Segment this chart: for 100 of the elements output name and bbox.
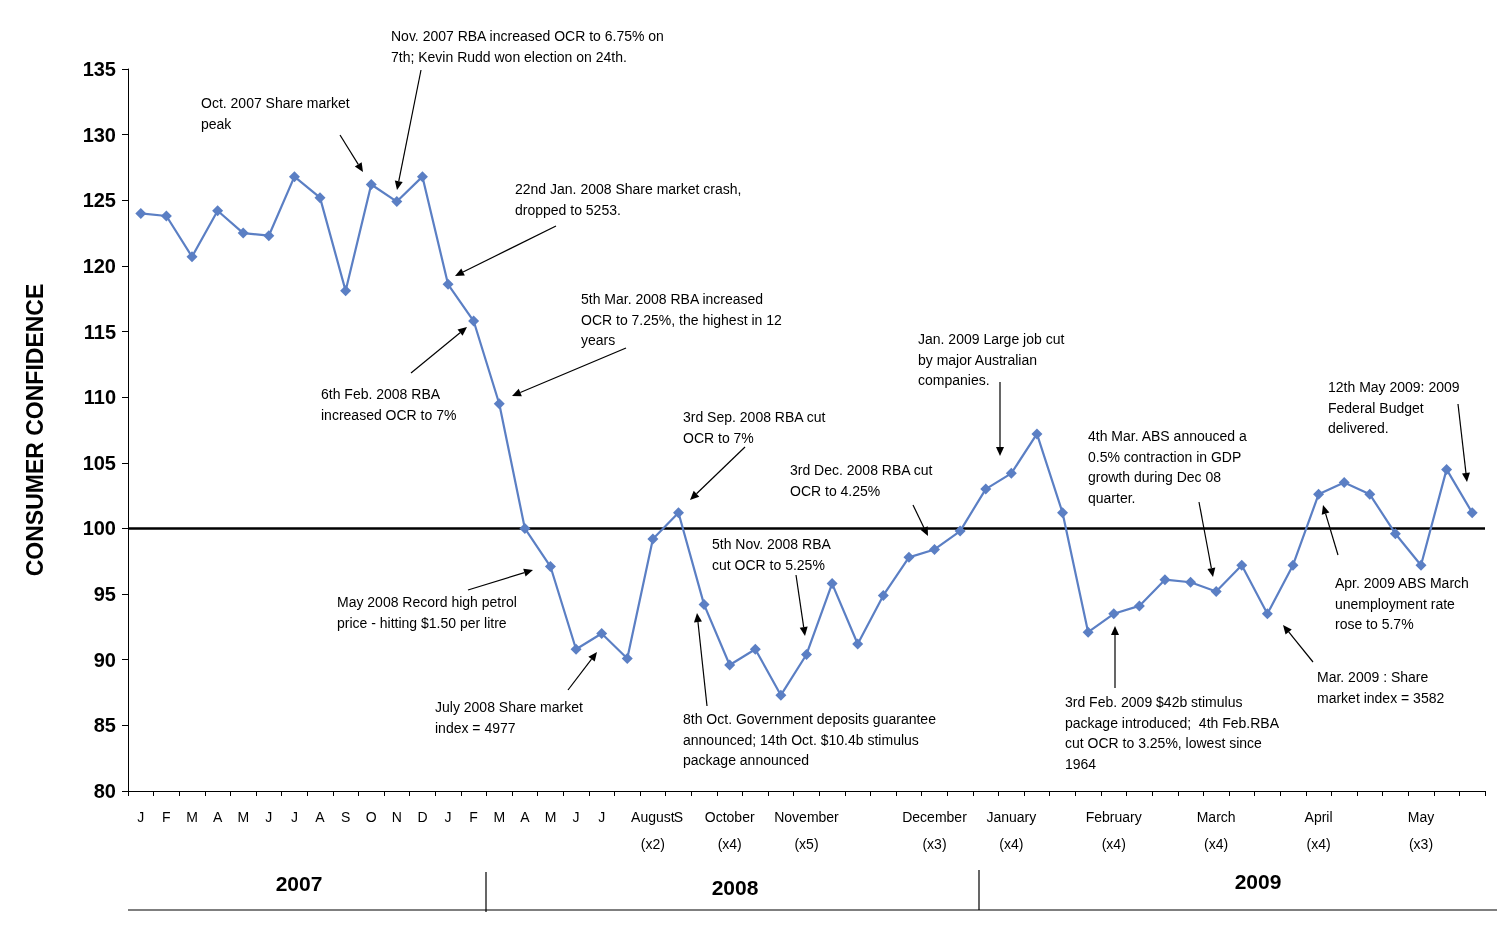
annotation: Jan. 2009 Large job cut by major Australian companies. — [918, 331, 1065, 389]
annotation: 5th Mar. 2008 RBA increased OCR to 7.25%, the highest in 12 years — [581, 291, 782, 349]
point — [1005, 467, 1017, 479]
point — [160, 210, 172, 222]
y-tick-label: 115 — [83, 320, 116, 343]
point — [1185, 576, 1197, 588]
point — [1364, 488, 1376, 500]
point — [1287, 559, 1299, 571]
point — [186, 251, 198, 263]
x-tick-label: S — [340, 808, 351, 825]
annotation: 3rd Sep. 2008 RBA cut OCR to 7% — [683, 409, 826, 446]
point — [544, 561, 556, 573]
point — [1415, 559, 1427, 571]
y-tick-label: 120 — [82, 254, 116, 277]
x-tick-label: O — [365, 808, 377, 825]
point — [442, 278, 454, 290]
annotation: May 2008 Record high petrol price - hitting $1.50 per litre — [337, 594, 517, 631]
x-tick-label: January (x4) — [986, 808, 1037, 852]
point — [954, 525, 966, 537]
y-tick-label: 100 — [82, 517, 116, 540]
x-tick-label: May (x3) — [1407, 808, 1435, 852]
point — [1057, 507, 1069, 519]
point — [749, 643, 761, 655]
x-tick-label: March (x4) — [1196, 808, 1236, 852]
y-tick-label: 85 — [93, 714, 116, 737]
point — [391, 196, 403, 208]
y-tick-label: 125 — [82, 189, 116, 212]
point — [1108, 608, 1120, 620]
text: 2007 — [275, 871, 323, 895]
annotation: 12th May 2009: 2009 Federal Budget delivered. — [1328, 379, 1460, 437]
point — [365, 179, 377, 191]
point — [340, 285, 352, 297]
x-tick-label: A — [212, 808, 223, 825]
point — [596, 627, 608, 639]
point — [647, 533, 659, 545]
point — [1466, 507, 1478, 519]
x-tick-label: April (x4) — [1304, 808, 1333, 852]
x-tick-label: J — [444, 808, 452, 825]
annotation: 3rd Dec. 2008 RBA cut OCR to 4.25% — [790, 462, 933, 499]
x-tick-label: N — [391, 808, 402, 825]
point — [237, 227, 249, 239]
annotation: 8th Oct. Government deposits guarantee announced; 14th Oct. $10.4b stimulus package announced — [683, 711, 937, 769]
y-tick-label: 95 — [93, 583, 116, 606]
annotation: Oct. 2007 Share market peak — [201, 95, 350, 132]
point — [826, 578, 838, 590]
point — [1210, 585, 1222, 597]
point — [698, 599, 710, 611]
point — [980, 483, 992, 495]
x-tick-label: J — [572, 808, 580, 825]
x-tick-label: A — [520, 808, 531, 825]
annotation: 3rd Feb. 2009 $42b stimulus package introduced; 4th Feb.RBA cut OCR to 3.25%, lowest since 1964 — [1065, 694, 1280, 772]
x-tick-label: October (x4) — [704, 808, 755, 852]
text: 2009 — [1234, 869, 1282, 893]
point — [903, 551, 915, 563]
point — [570, 643, 582, 655]
annotation: 22nd Jan. 2008 Share market crash, dropped to 5253. — [515, 181, 742, 218]
x-tick-label: A — [315, 808, 326, 825]
x-tick-label: J — [265, 808, 273, 825]
point — [775, 689, 787, 701]
point — [621, 652, 633, 664]
x-tick-label: M — [544, 808, 557, 825]
point — [288, 171, 300, 183]
y-axis-title: CONSUMER CONFIDENCE — [21, 283, 48, 577]
annotation: Mar. 2009 : Share market index = 3582 — [1317, 669, 1445, 706]
point — [672, 507, 684, 519]
text: 2008 — [711, 875, 759, 899]
annotation: July 2008 Share market index = 4977 — [435, 699, 583, 736]
x-tick-label: August (x2) — [631, 808, 675, 852]
point — [877, 589, 889, 601]
x-tick-label: J — [137, 808, 145, 825]
x-tick-label: M — [237, 808, 250, 825]
point — [1338, 477, 1350, 489]
point — [1313, 488, 1325, 500]
point — [468, 315, 480, 327]
point — [1159, 574, 1171, 586]
x-tick-label: December (x3) — [902, 808, 968, 852]
point — [724, 659, 736, 671]
point — [929, 543, 941, 555]
x-tick-label: M — [493, 808, 506, 825]
point — [1236, 559, 1248, 571]
x-tick-label: J — [290, 808, 298, 825]
point — [1082, 626, 1094, 638]
annotation: 5th Nov. 2008 RBA cut OCR to 5.25% — [712, 536, 832, 573]
point — [1441, 463, 1453, 475]
point — [801, 648, 812, 660]
point — [263, 230, 275, 242]
x-tick-label: February (x4) — [1085, 808, 1142, 852]
y-tick-label: 135 — [82, 58, 116, 80]
point — [493, 398, 505, 410]
point — [416, 171, 428, 183]
annotation: 6th Feb. 2008 RBA increased OCR to 7% — [321, 386, 457, 423]
y-tick-label: 90 — [93, 648, 116, 671]
x-tick-label: F — [162, 808, 171, 825]
x-tick-label: S — [673, 808, 684, 825]
x-tick-label: F — [469, 808, 478, 825]
x-tick-label: D — [417, 808, 428, 825]
annotation: Apr. 2009 ABS March unemployment rate rose to 5.7% — [1335, 575, 1469, 633]
annotation: 4th Mar. ABS annouced a 0.5% contraction in GDP growth during Dec 08 quarter. — [1088, 428, 1247, 506]
point — [1031, 428, 1043, 440]
text: Nov. 2007 RBA increased OCR to 6.75% on 7th; Kevin Rudd won election on 24th. — [391, 28, 664, 65]
